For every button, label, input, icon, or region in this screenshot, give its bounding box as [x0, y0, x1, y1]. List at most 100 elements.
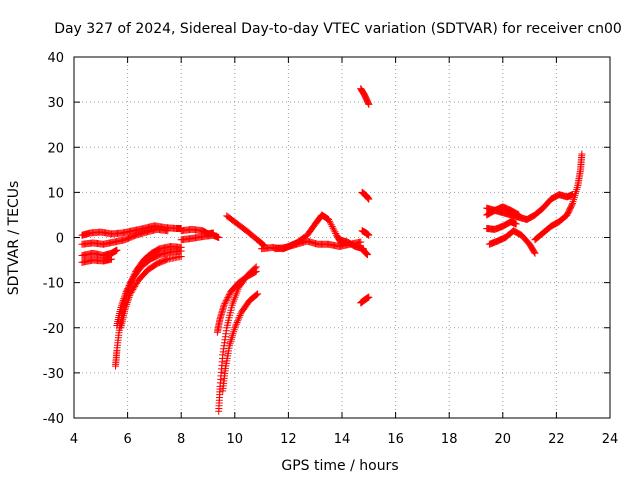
- data-point: [222, 298, 230, 306]
- series-arc-4: [78, 255, 116, 266]
- data-point: [123, 300, 131, 308]
- data-point: [365, 231, 373, 239]
- data-point: [125, 293, 133, 301]
- data-point: [222, 297, 230, 305]
- data-point: [513, 210, 521, 218]
- data-point: [133, 279, 141, 287]
- data-point: [328, 222, 336, 230]
- y-tick-label: -10: [43, 277, 64, 292]
- data-point: [122, 302, 130, 310]
- data-point: [232, 320, 240, 328]
- series-arc-13: [223, 212, 268, 250]
- data-point: [131, 282, 139, 290]
- data-point: [154, 246, 162, 254]
- data-point: [568, 201, 576, 209]
- data-point: [325, 217, 333, 225]
- data-point: [126, 280, 134, 288]
- x-tick-label: 6: [123, 432, 131, 447]
- data-point: [223, 295, 231, 303]
- x-tick-label: 24: [602, 432, 619, 447]
- data-point: [253, 291, 261, 299]
- data-point: [252, 267, 260, 275]
- data-point: [130, 284, 138, 292]
- x-tick-label: 4: [70, 432, 78, 447]
- series-arc-7: [117, 252, 185, 332]
- data-point: [234, 317, 242, 325]
- data-point: [329, 224, 337, 232]
- data-point: [224, 294, 232, 302]
- y-tick-label: 40: [47, 51, 64, 66]
- data-point: [164, 227, 172, 235]
- series-arc-11: [219, 290, 262, 395]
- data-point: [220, 301, 228, 309]
- series-arc-25: [485, 227, 539, 257]
- data-point: [124, 283, 132, 291]
- y-tick-label: 30: [47, 96, 64, 111]
- y-tick-label: 20: [47, 141, 64, 156]
- data-point: [121, 306, 129, 314]
- data-point: [236, 311, 244, 319]
- series-arc-23: [483, 203, 523, 219]
- data-point: [121, 291, 129, 299]
- x-tick-label: 8: [177, 432, 185, 447]
- data-point: [132, 281, 140, 289]
- series-arc-9: [177, 231, 223, 244]
- x-tick-label: 10: [227, 432, 244, 447]
- data-point: [231, 324, 239, 332]
- data-point: [578, 150, 586, 158]
- y-axis-label: SDTVAR / TECUs: [6, 181, 22, 296]
- x-axis-label: GPS time / hours: [281, 458, 398, 474]
- data-point: [363, 251, 371, 259]
- series-arc-12: [213, 267, 260, 336]
- data-point: [108, 255, 116, 263]
- series-arc-15: [271, 237, 365, 253]
- data-point: [512, 220, 520, 228]
- data-point: [330, 226, 338, 234]
- data-point: [331, 228, 339, 236]
- data-point: [357, 238, 365, 246]
- x-tick-label: 14: [334, 432, 351, 447]
- data-point: [514, 210, 522, 218]
- y-tick-label: -40: [43, 412, 64, 427]
- data-point: [177, 252, 185, 260]
- series-arc-10: [215, 263, 260, 415]
- data-point: [122, 304, 130, 312]
- y-tick-label: 10: [47, 186, 64, 201]
- series-arc-3: [78, 246, 121, 260]
- data-point: [235, 313, 243, 321]
- series-arc-2: [78, 225, 172, 248]
- data-point: [125, 282, 133, 290]
- data-point: [327, 221, 335, 229]
- data-point: [119, 298, 127, 306]
- data-point: [126, 290, 134, 298]
- data-point: [225, 291, 233, 299]
- data-point: [252, 291, 260, 299]
- data-point: [124, 297, 132, 305]
- data-point: [117, 302, 125, 310]
- data-point: [128, 287, 136, 295]
- data-point: [254, 290, 262, 298]
- data-point: [237, 310, 245, 318]
- y-tick-label: -20: [43, 322, 64, 337]
- data-point: [124, 295, 132, 303]
- series-arc-6: [113, 247, 185, 329]
- data-point: [118, 300, 126, 308]
- data-point: [123, 286, 131, 294]
- data-point: [515, 211, 523, 219]
- data-point: [250, 268, 258, 276]
- series-arc-19: [358, 227, 373, 239]
- data-points: [78, 85, 586, 415]
- data-point: [365, 195, 373, 203]
- data-point: [127, 279, 135, 287]
- data-point: [117, 303, 125, 311]
- data-point: [530, 248, 538, 256]
- data-point: [113, 246, 121, 254]
- series-arc-20: [358, 245, 371, 259]
- series-arc-21: [357, 293, 373, 307]
- axis-ticks: 4 6 8 10 12 14 16 18 20 22 24 -40 -30 -20 -10 0 10 20 30 40: [43, 51, 619, 447]
- data-point: [122, 289, 130, 297]
- y-tick-label: -30: [43, 367, 64, 382]
- data-point: [124, 285, 132, 293]
- data-point: [233, 318, 241, 326]
